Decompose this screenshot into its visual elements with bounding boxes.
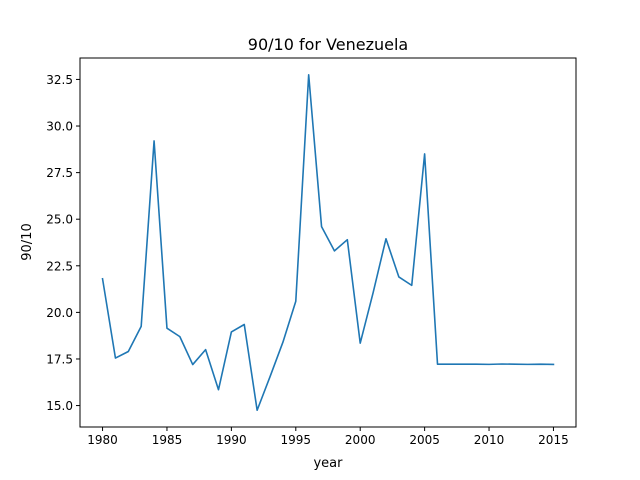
- x-tick-label: 2015: [538, 433, 569, 447]
- y-tick-label: 17.5: [46, 352, 73, 366]
- x-tick-label: 1985: [152, 433, 183, 447]
- y-tick-label: 22.5: [46, 259, 73, 273]
- x-axis-label: year: [313, 456, 343, 471]
- data-point: [179, 336, 181, 338]
- data-point: [295, 300, 297, 302]
- data-point: [527, 364, 529, 366]
- data-point: [140, 326, 142, 328]
- data-point: [334, 250, 336, 252]
- series-line-0: [101, 73, 555, 412]
- data-point: [282, 341, 284, 343]
- data-point: [269, 376, 271, 378]
- data-point: [475, 363, 477, 365]
- data-point: [153, 140, 155, 142]
- data-point: [514, 363, 516, 365]
- data-point: [128, 351, 130, 353]
- chart-title: 90/10 for Venezuela: [248, 35, 408, 54]
- data-point: [411, 285, 413, 287]
- y-tick-label: 25.0: [46, 213, 73, 227]
- data-point: [321, 226, 323, 228]
- data-point: [424, 153, 426, 155]
- data-point: [359, 342, 361, 344]
- data-point: [115, 357, 117, 359]
- data-point: [385, 238, 387, 240]
- y-tick-label: 15.0: [46, 399, 73, 413]
- data-point: [308, 74, 310, 76]
- data-point: [347, 239, 349, 241]
- data-point: [231, 331, 233, 333]
- data-point: [437, 363, 439, 365]
- data-point: [205, 349, 207, 351]
- y-tick-label: 30.0: [46, 120, 73, 134]
- data-point: [218, 389, 220, 391]
- y-axis-label: 90/10: [20, 223, 35, 260]
- x-tick-label: 2010: [474, 433, 505, 447]
- plot-area: 1980 1985 1990 1995 2000 2005 2010 2015 15.0 17.5…: [46, 57, 577, 447]
- data-point: [166, 327, 168, 329]
- y-tick-label: 32.5: [46, 73, 73, 87]
- data-point: [372, 292, 374, 294]
- data-point: [102, 278, 104, 280]
- data-point: [398, 276, 400, 278]
- data-point: [192, 364, 194, 366]
- x-tick-label: 2000: [345, 433, 376, 447]
- data-point: [450, 363, 452, 365]
- x-tick-label: 1995: [281, 433, 312, 447]
- data-point: [501, 363, 503, 365]
- y-tick-label: 20.0: [46, 306, 73, 320]
- data-point: [243, 324, 245, 326]
- y-tick-label: 27.5: [46, 166, 73, 180]
- data-point: [462, 363, 464, 365]
- x-tick-label: 1980: [87, 433, 118, 447]
- x-tick-label: 1990: [216, 433, 247, 447]
- data-point: [488, 364, 490, 366]
- data-point: [540, 363, 542, 365]
- data-point: [256, 409, 258, 411]
- axes-frame: [79, 57, 577, 428]
- data-point: [553, 364, 555, 366]
- x-tick-label: 2005: [409, 433, 440, 447]
